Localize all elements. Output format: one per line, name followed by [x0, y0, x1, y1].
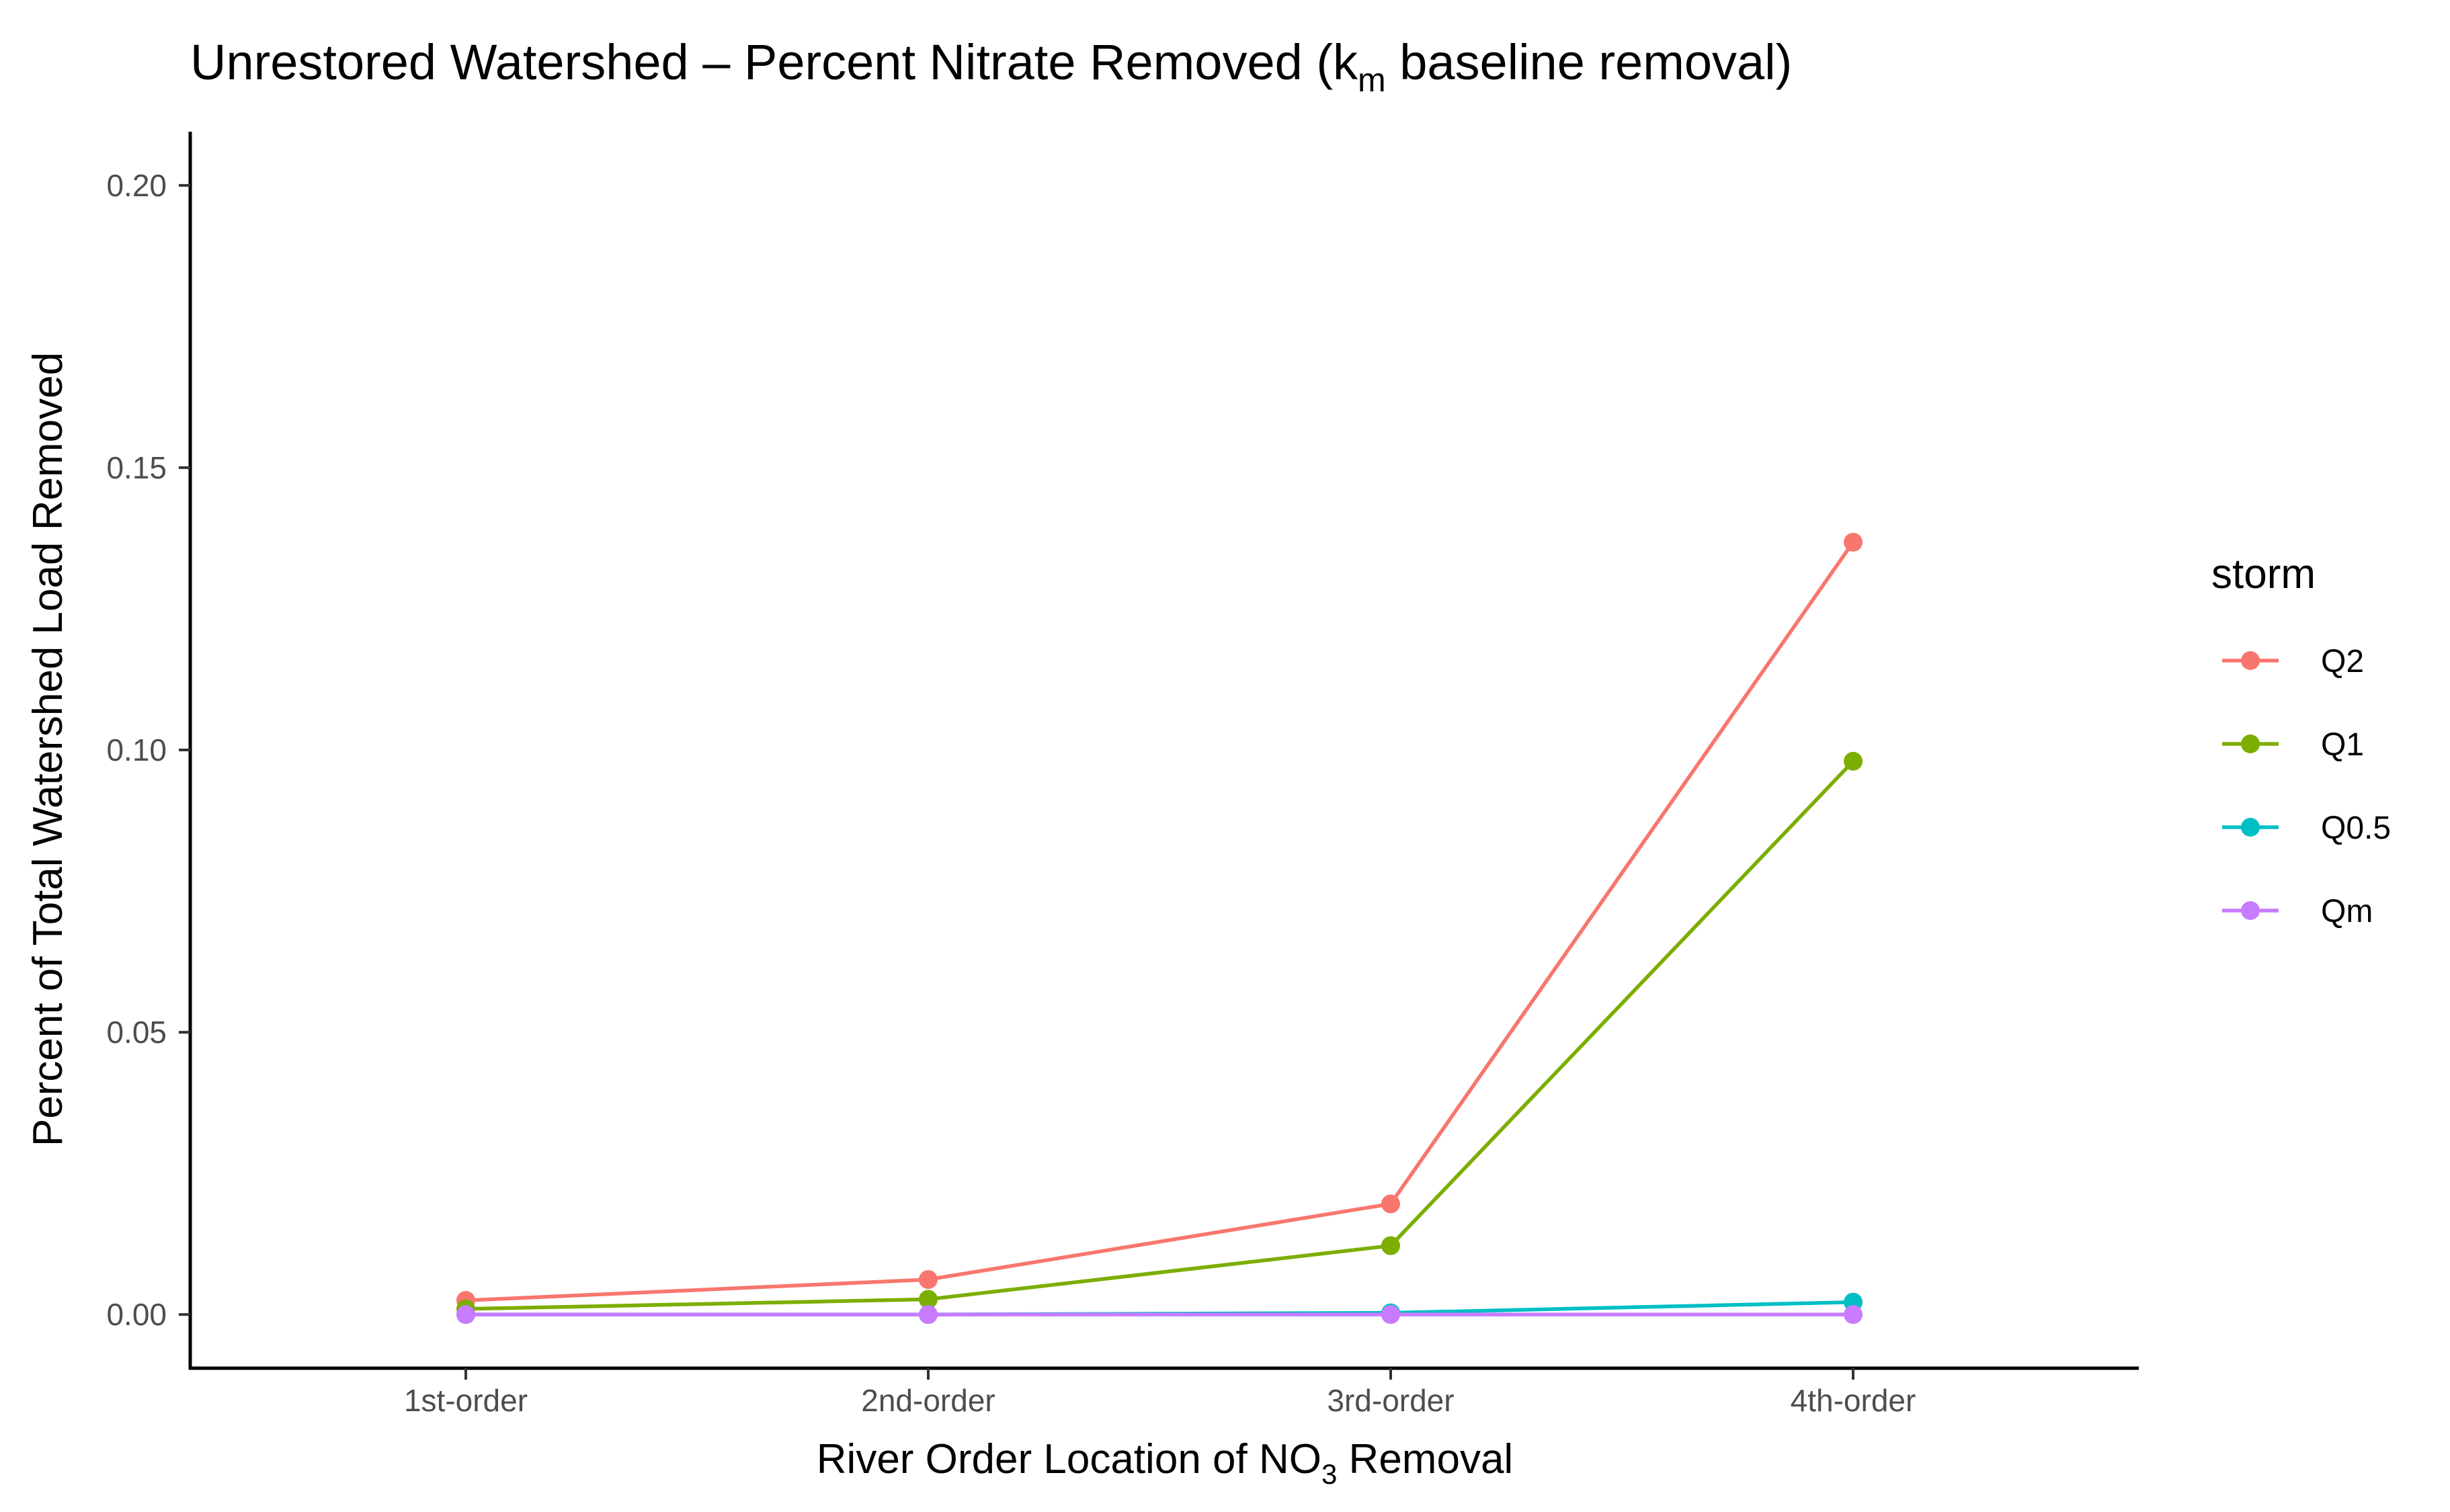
- chart-title-main: Unrestored Watershed – Percent Nitrate R…: [190, 34, 1358, 90]
- legend-label: Q1: [2321, 727, 2364, 763]
- data-point-Q1-3rd-order: [1381, 1236, 1400, 1255]
- series-layer: [456, 532, 1863, 1325]
- data-point-Qm-2nd-order: [919, 1305, 938, 1325]
- x-tick-label-2nd-order: 2nd-order: [861, 1383, 995, 1418]
- y-tick-label: 0.00: [106, 1297, 167, 1332]
- legend: Q2 Q1 Q0.5 Qm: [2222, 644, 2391, 929]
- legend-key-point: [2241, 901, 2260, 920]
- x-axis-title: River Order Location of NO3 Removal: [817, 1436, 1513, 1490]
- data-point-Q1-4th-order: [1844, 751, 1863, 771]
- data-point-Q1-2nd-order: [919, 1290, 938, 1309]
- legend-item-Q0.5: Q0.5: [2222, 810, 2391, 846]
- chart-title: Unrestored Watershed – Percent Nitrate R…: [190, 34, 1792, 99]
- y-axis-ticks: 0.00 0.05 0.10 0.15 0.20: [106, 168, 190, 1332]
- series-Q0.5: [456, 1292, 1863, 1325]
- series-Qm: [456, 1305, 1863, 1325]
- data-point-Qm-4th-order: [1844, 1305, 1863, 1325]
- x-tick-label-4th-order: 4th-order: [1791, 1383, 1916, 1418]
- data-point-Qm-3rd-order: [1381, 1305, 1400, 1325]
- legend-label: Q2: [2321, 644, 2364, 679]
- data-point-Q2-3rd-order: [1381, 1194, 1400, 1214]
- x-axis-title-tail: Removal: [1337, 1436, 1513, 1482]
- legend-item-Q1: Q1: [2222, 727, 2364, 763]
- series-Q2: [456, 532, 1863, 1310]
- x-tick-label-3rd-order: 3rd-order: [1327, 1383, 1454, 1418]
- chart-title-tail: baseline removal): [1386, 34, 1793, 90]
- legend-title: storm: [2211, 551, 2316, 597]
- y-tick-label: 0.15: [106, 450, 167, 485]
- legend-key-point: [2241, 651, 2260, 670]
- legend-item-Qm: Qm: [2222, 894, 2373, 929]
- legend-label: Qm: [2321, 894, 2373, 929]
- y-tick-label: 0.10: [106, 732, 167, 767]
- legend-key-point: [2241, 734, 2260, 753]
- x-axis-ticks: 1st-order 2nd-order 3rd-order 4th-order: [404, 1368, 1916, 1418]
- data-point-Qm-1st-order: [456, 1305, 475, 1325]
- y-axis-title: Percent of Total Watershed Load Removed: [25, 352, 71, 1146]
- x-axis-title-subscript: 3: [1321, 1458, 1337, 1490]
- series-Q1: [456, 751, 1863, 1318]
- x-tick-label-1st-order: 1st-order: [404, 1383, 528, 1418]
- data-point-Q2-2nd-order: [919, 1270, 938, 1290]
- series-line-Q2: [465, 541, 1855, 1302]
- legend-key-point: [2241, 818, 2260, 837]
- legend-label: Q0.5: [2321, 810, 2391, 846]
- chart-title-subscript: m: [1358, 61, 1386, 99]
- series-line-Q1: [465, 759, 1854, 1311]
- x-axis-title-main: River Order Location of NO: [817, 1436, 1321, 1482]
- data-point-Q2-4th-order: [1844, 532, 1863, 552]
- legend-item-Q2: Q2: [2222, 644, 2364, 679]
- y-tick-label: 0.05: [106, 1015, 167, 1050]
- y-tick-label: 0.20: [106, 168, 167, 203]
